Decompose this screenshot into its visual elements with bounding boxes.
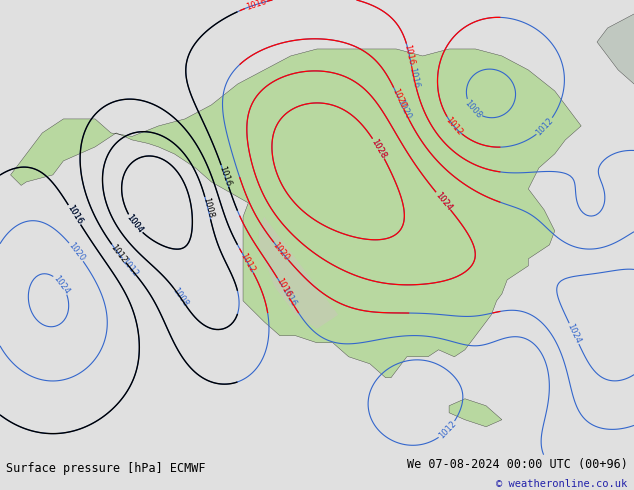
Text: 1012: 1012 [437,419,458,441]
Text: 1020: 1020 [390,87,407,109]
Text: 1028: 1028 [370,137,388,160]
Text: 1012: 1012 [109,243,129,265]
Text: 1016: 1016 [407,67,420,89]
Text: 1020: 1020 [271,241,291,262]
Text: 1028: 1028 [370,137,388,160]
Text: 1016: 1016 [245,0,268,12]
Text: 1016: 1016 [217,165,233,187]
Text: 1016: 1016 [403,44,416,66]
Polygon shape [11,49,581,378]
Text: 1012: 1012 [444,115,464,137]
Text: 1012: 1012 [534,116,555,137]
Text: 1020: 1020 [396,98,413,121]
Text: We 07-08-2024 00:00 UTC (00+96): We 07-08-2024 00:00 UTC (00+96) [407,458,628,471]
Text: © weatheronline.co.uk: © weatheronline.co.uk [496,479,628,489]
Text: 1004: 1004 [125,213,145,235]
Text: 1020: 1020 [67,241,86,263]
Text: 1008: 1008 [201,196,215,220]
Text: 1016: 1016 [65,203,84,226]
Text: 1016: 1016 [280,286,298,308]
Text: 1016: 1016 [65,203,84,226]
Text: 1016: 1016 [274,276,293,299]
Text: 1024: 1024 [51,273,72,295]
Polygon shape [259,217,338,329]
Text: 1012: 1012 [120,256,140,278]
Text: 1024: 1024 [566,322,583,345]
Text: Surface pressure [hPa] ECMWF: Surface pressure [hPa] ECMWF [6,463,206,475]
Text: 1024: 1024 [433,190,453,212]
Text: 1008: 1008 [171,286,190,308]
Text: 1008: 1008 [463,98,483,120]
Polygon shape [597,0,634,105]
Text: 1004: 1004 [125,213,145,235]
Text: 1012: 1012 [238,251,257,274]
Polygon shape [449,399,502,427]
Text: 1024: 1024 [433,190,453,212]
